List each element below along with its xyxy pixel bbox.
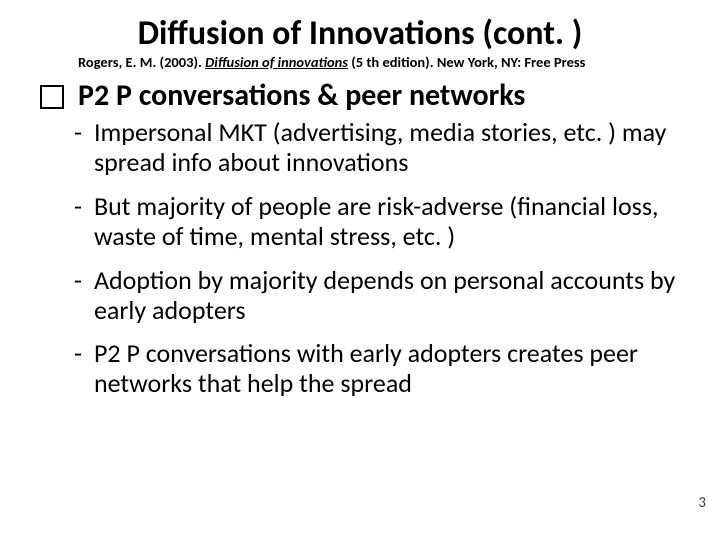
section-heading-row: P2 P conversations & peer networks — [40, 79, 690, 112]
dash-icon: - — [74, 266, 82, 296]
list-item: - P2 P conversations with early adopters… — [74, 339, 690, 399]
section-heading: P2 P conversations & peer networks — [78, 79, 525, 112]
citation-author: Rogers, E. M. (2003). — [78, 53, 205, 71]
dash-icon: - — [74, 339, 82, 369]
bullet-text: P2 P conversations with early adopters c… — [94, 339, 690, 399]
slide: Diffusion of Innovations (cont. ) Rogers… — [0, 0, 720, 540]
dash-icon: - — [74, 192, 82, 222]
page-number: 3 — [698, 494, 706, 512]
list-item: - But majority of people are risk-advers… — [74, 192, 690, 252]
checkbox-icon — [40, 85, 64, 109]
slide-title: Diffusion of Innovations (cont. ) — [30, 16, 690, 52]
bullet-text: Impersonal MKT (advertising, media stori… — [94, 118, 690, 178]
bullet-list: - Impersonal MKT (advertising, media sto… — [74, 118, 690, 399]
citation-line: Rogers, E. M. (2003). Diffusion of innov… — [78, 54, 690, 71]
bullet-text: But majority of people are risk-adverse … — [94, 192, 690, 252]
list-item: - Impersonal MKT (advertising, media sto… — [74, 118, 690, 178]
citation-rest: (5 th edition). New York, NY: Free Press — [348, 53, 586, 71]
dash-icon: - — [74, 118, 82, 148]
list-item: - Adoption by majority depends on person… — [74, 266, 690, 326]
bullet-text: Adoption by majority depends on personal… — [94, 266, 690, 326]
citation-book-title: Diffusion of innovations — [205, 53, 348, 71]
